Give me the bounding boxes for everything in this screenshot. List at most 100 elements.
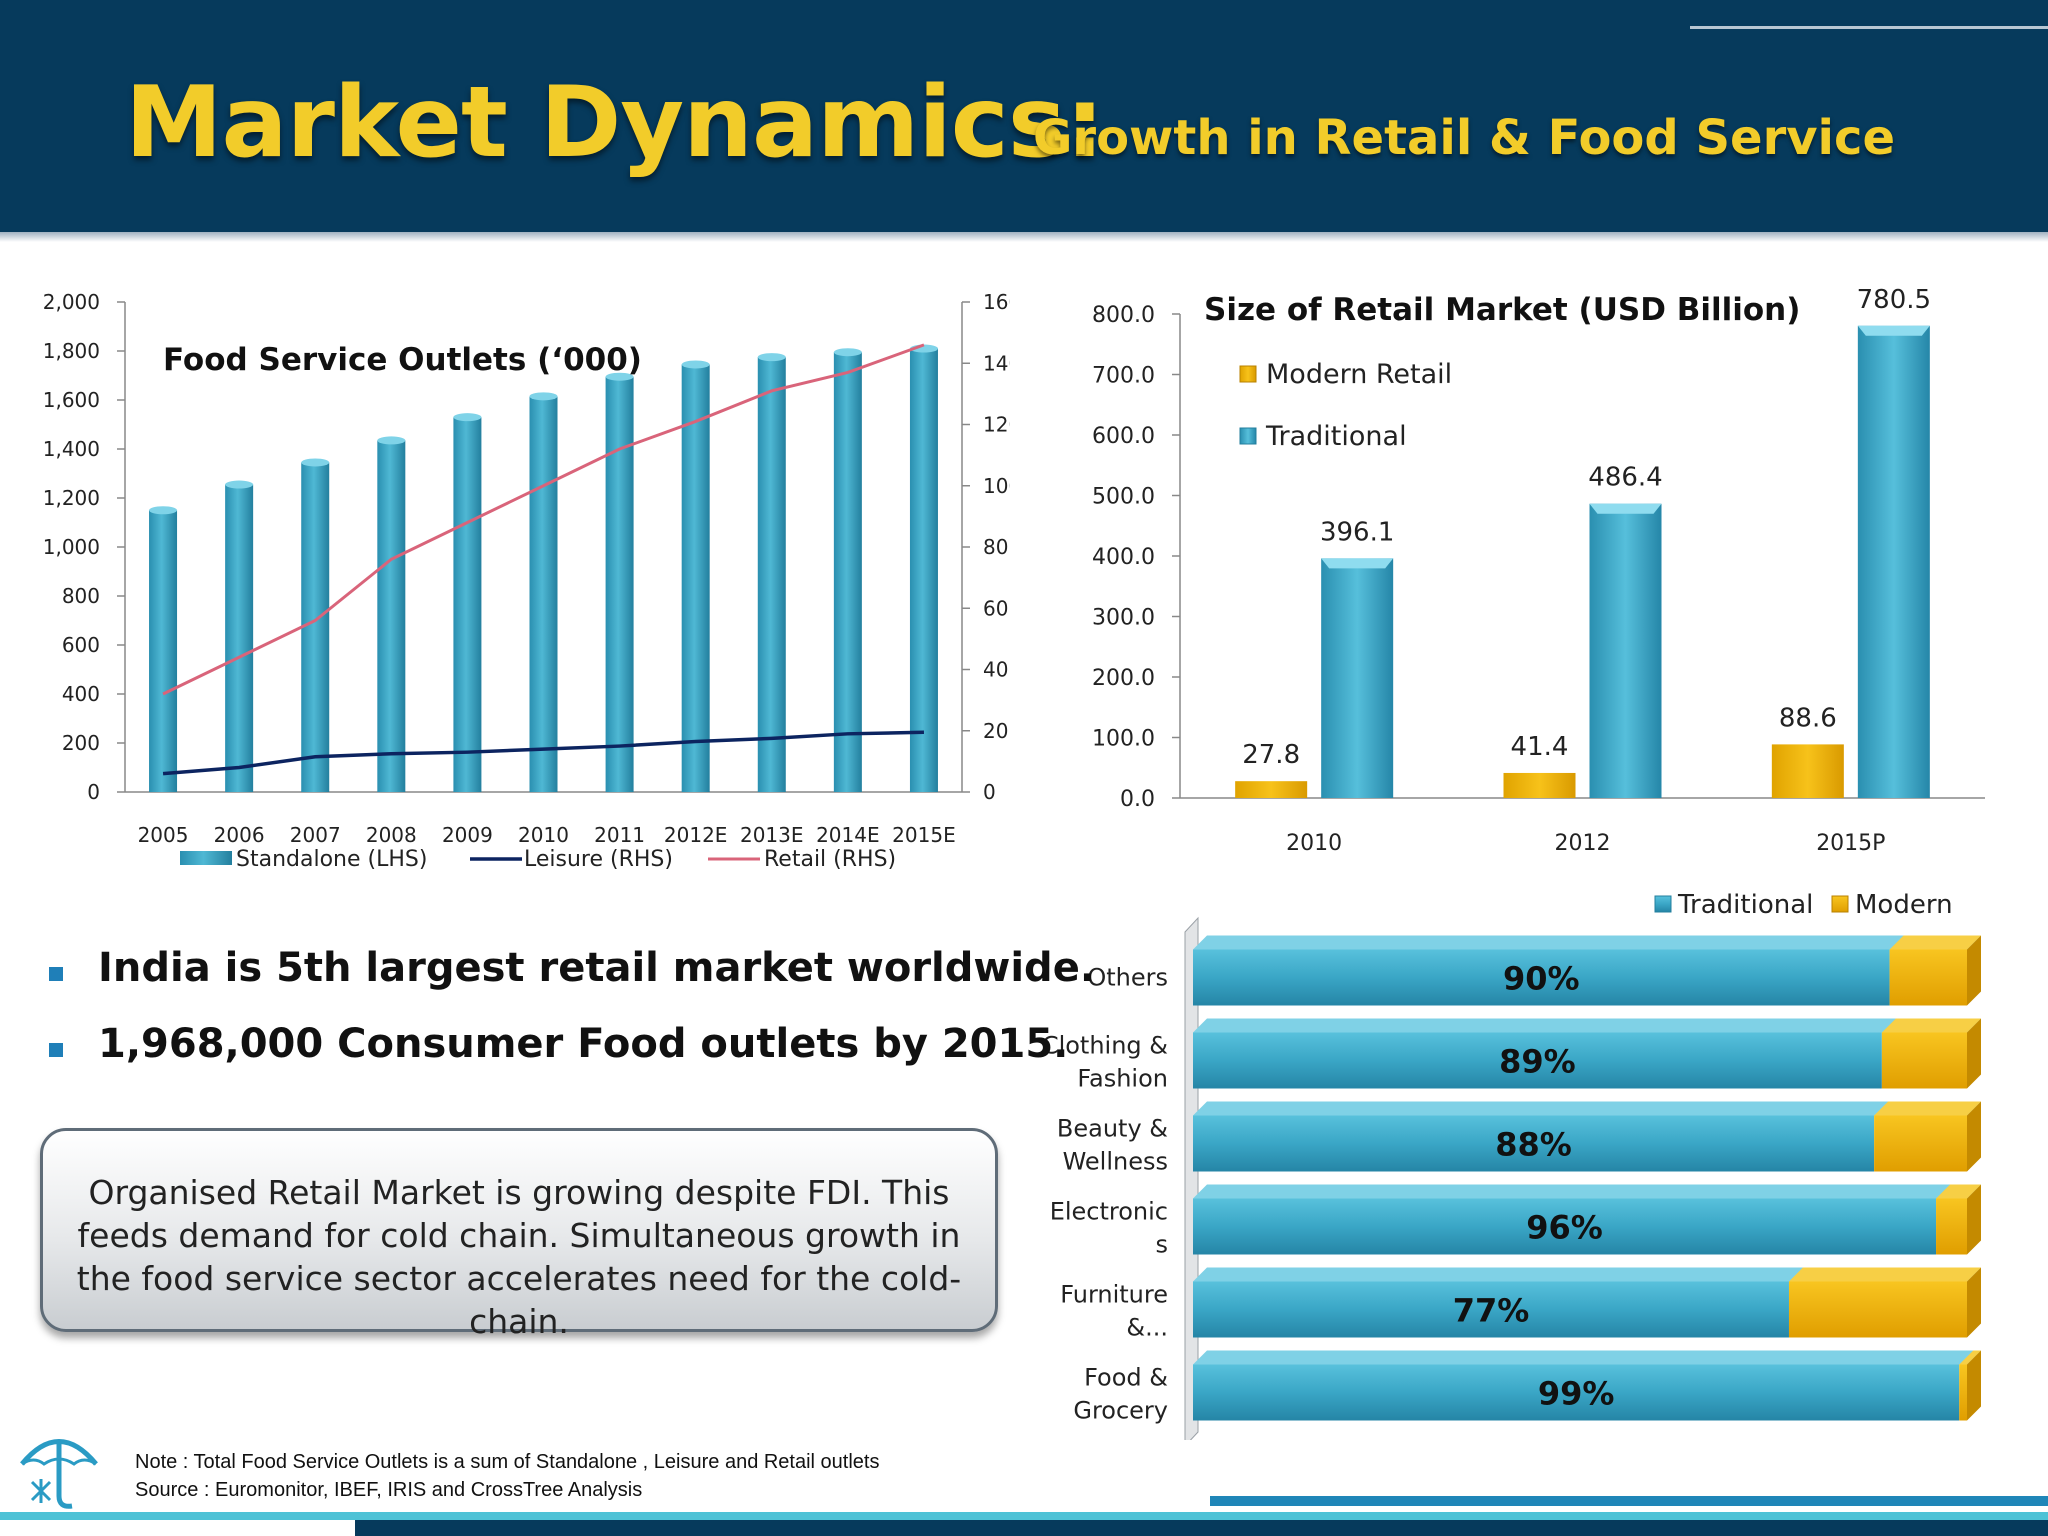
modern-segment — [1881, 1032, 1967, 1089]
header-banner — [0, 0, 2048, 232]
legend-swatch-traditional — [1239, 427, 1257, 445]
y-axis-tick-label: 600.0 — [1092, 424, 1155, 449]
x-axis-tick-label: 2005 — [138, 823, 189, 847]
traditional-segment — [1193, 1364, 1960, 1421]
bar-top-face — [1193, 1101, 1981, 1116]
traditional-data-label: 396.1 — [1320, 517, 1394, 547]
bar-top-face — [1193, 1267, 1981, 1282]
modern-top-face — [1936, 1184, 1981, 1199]
modern-top-face — [1959, 1350, 1981, 1365]
bullet-text: India is 5th largest retail market world… — [98, 945, 1096, 991]
retail-series-line — [162, 343, 925, 696]
left-axis-tick-label: 1,600 — [43, 388, 100, 412]
legend-label-traditional: Traditional — [1265, 421, 1407, 452]
x-axis-tick-label: 2012 — [1555, 831, 1611, 856]
umbrella-logo-icon — [14, 1424, 104, 1518]
x-axis-tick-label: 2009 — [442, 823, 493, 847]
left-axis-tick-label: 600 — [62, 633, 100, 657]
standalone-bar-top — [757, 353, 786, 362]
bar-top-face — [1193, 1350, 1981, 1365]
modern-data-label: 27.8 — [1242, 740, 1300, 770]
list-item: 1,968,000 Consumer Food outlets by 2015. — [40, 1021, 1068, 1097]
category-label: Clothing & — [1042, 1032, 1168, 1060]
left-axis-tick-label: 1,000 — [43, 535, 100, 559]
footnote: Note : Total Food Service Outlets is a s… — [135, 1448, 879, 1504]
standalone-bar — [605, 376, 634, 792]
bar-top-face — [1193, 1018, 1981, 1033]
standalone-bar — [225, 484, 254, 792]
modern-segment — [1788, 1281, 1967, 1338]
standalone-bar — [149, 510, 178, 792]
y-axis-tick-label: 0.0 — [1120, 787, 1155, 812]
right-axis-tick-label: 60 — [983, 596, 1008, 620]
y-axis-tick-label: 700.0 — [1092, 364, 1155, 389]
modern-top-face — [1881, 1018, 1981, 1033]
page-title: Market Dynamics: — [125, 66, 1104, 180]
callout-text: Organised Retail Market is growing despi… — [76, 1173, 962, 1341]
category-label: Furniture — [1060, 1281, 1168, 1309]
traditional-bar — [1321, 558, 1394, 798]
x-axis-tick-label: 2010 — [1286, 831, 1342, 856]
category-label: Wellness — [1063, 1148, 1168, 1176]
right-axis-tick-label: 0 — [983, 780, 996, 804]
bullet-square-icon — [49, 1043, 63, 1057]
standalone-bar-top — [605, 372, 634, 381]
modern-segment — [1936, 1198, 1967, 1255]
page-subtitle: Growth in Retail & Food Service — [1033, 110, 1896, 166]
standalone-bar-top — [453, 413, 482, 422]
modern-data-label: 88.6 — [1779, 703, 1837, 733]
bar-end-face — [1967, 935, 1981, 1006]
share-data-label: 88% — [1495, 1126, 1572, 1164]
traditional-segment — [1193, 1115, 1875, 1172]
traditional-data-label: 486.4 — [1588, 463, 1662, 493]
category-label: Others — [1087, 964, 1168, 992]
left-axis-tick-label: 200 — [62, 731, 100, 755]
standalone-bar-top — [833, 348, 862, 357]
standalone-bar — [833, 352, 862, 792]
bar-end-face — [1967, 1101, 1981, 1172]
right-axis-tick-label: 140 — [983, 351, 1010, 375]
legend-swatch-traditional — [1654, 895, 1672, 913]
callout-box: Organised Retail Market is growing despi… — [40, 1128, 998, 1341]
traditional-segment — [1193, 949, 1890, 1006]
standalone-bar — [909, 348, 938, 792]
legend-label-standalone: Standalone (LHS) — [236, 847, 427, 872]
traditional-bar — [1857, 325, 1930, 798]
y-axis-tick-label: 400.0 — [1092, 545, 1155, 570]
share-data-label: 96% — [1526, 1209, 1603, 1247]
x-axis-tick-label: 2012E — [664, 823, 728, 847]
share-data-label: 77% — [1453, 1292, 1530, 1330]
legend-label-traditional: Traditional — [1677, 890, 1813, 920]
bullet-text: 1,968,000 Consumer Food outlets by 2015. — [98, 1021, 1069, 1067]
standalone-bar — [453, 417, 482, 792]
left-axis-tick-label: 0 — [87, 780, 100, 804]
source-line: Source : Euromonitor, IBEF, IRIS and Cro… — [135, 1479, 643, 1501]
legend-swatch-standalone — [180, 851, 232, 865]
traditional-data-label: 780.5 — [1857, 285, 1931, 315]
standalone-bar — [757, 357, 786, 792]
x-axis-tick-label: 2008 — [366, 823, 417, 847]
left-axis-tick-label: 1,800 — [43, 339, 100, 363]
y-axis-tick-label: 200.0 — [1092, 666, 1155, 691]
right-axis-tick-label: 100 — [983, 474, 1010, 498]
bar-top-face — [1193, 1184, 1981, 1199]
left-axis-tick-label: 2,000 — [43, 290, 100, 314]
header-separator — [0, 232, 2048, 242]
modern-top-face — [1889, 935, 1981, 950]
standalone-bar — [301, 462, 330, 792]
y-axis-tick-label: 500.0 — [1092, 485, 1155, 510]
note-line: Note : Total Food Service Outlets is a s… — [135, 1451, 880, 1473]
footer-accent-bar — [0, 1512, 2048, 1520]
legend-swatch-modern — [1831, 895, 1849, 913]
legend-swatch-modern — [1239, 365, 1257, 383]
standalone-bar-top — [149, 506, 178, 515]
standalone-bar-top — [225, 480, 254, 489]
traditional-segment — [1193, 1281, 1789, 1338]
x-axis-tick-label: 2015P — [1816, 831, 1885, 856]
bar-end-face — [1967, 1267, 1981, 1338]
left-axis-tick-label: 1,400 — [43, 437, 100, 461]
y-axis-tick-label: 100.0 — [1092, 727, 1155, 752]
retail-segment-share-chart: 90% Others 89% Clothing & Fashion 88% Beauty &… — [1042, 890, 1981, 1440]
traditional-segment — [1193, 1032, 1882, 1089]
list-item: India is 5th largest retail market world… — [40, 945, 1095, 1021]
